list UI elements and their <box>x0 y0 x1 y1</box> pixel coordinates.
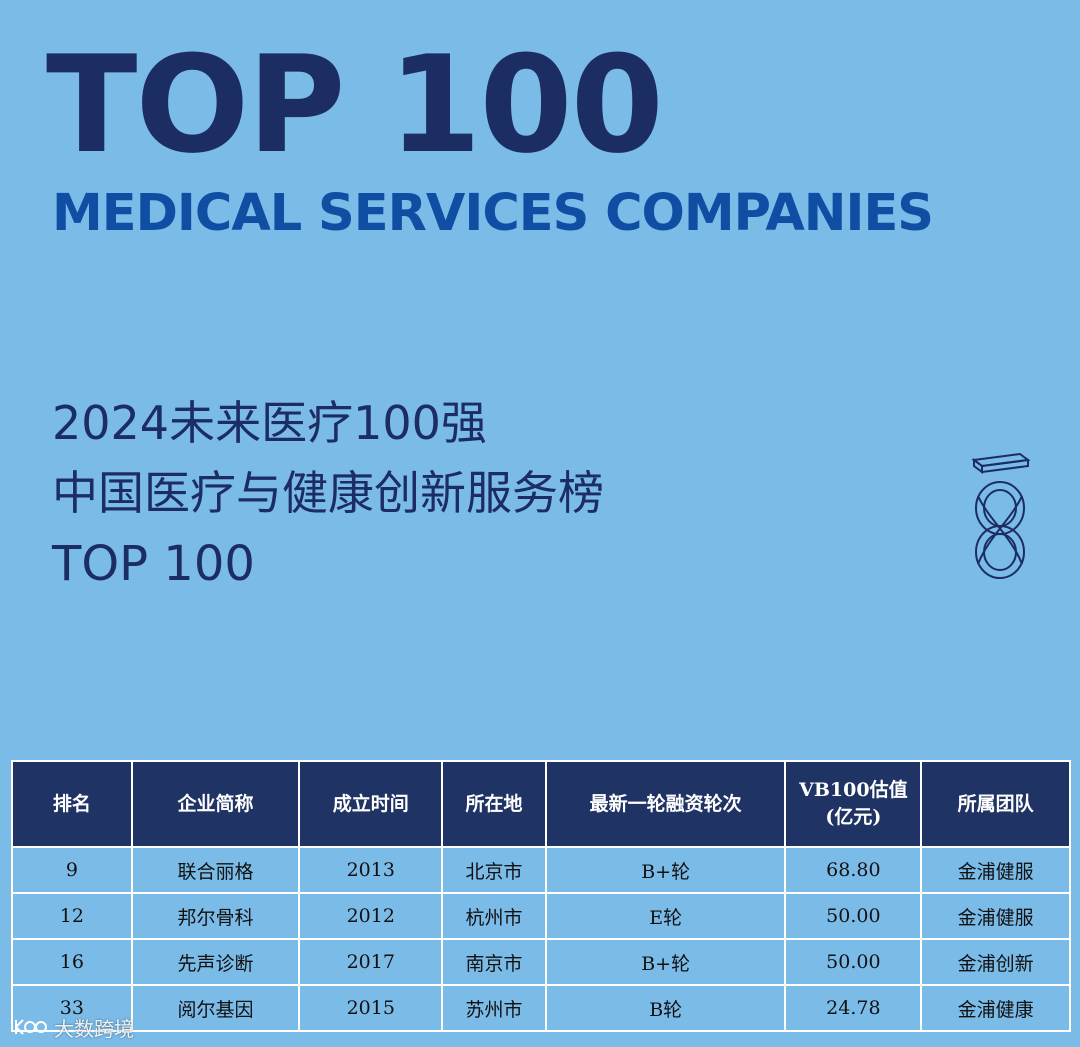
cell-valuation: 68.80 <box>784 846 923 894</box>
cell-founded: 2012 <box>298 892 444 940</box>
cell-city: 南京市 <box>441 938 547 986</box>
cell-team: 金浦创新 <box>920 938 1071 986</box>
cell-round: B+轮 <box>544 938 787 986</box>
valuation-header-unit: (亿元) <box>825 806 882 828</box>
cell-team: 金浦健服 <box>920 892 1071 940</box>
cell-round: E轮 <box>544 892 787 940</box>
cell-rank: 16 <box>11 938 133 986</box>
table-row: 33 阅尔基因 2015 苏州市 B轮 24.78 金浦健康 <box>11 984 1071 1032</box>
cell-valuation: 24.78 <box>784 984 923 1032</box>
cell-founded: 2017 <box>298 938 444 986</box>
column-header-founded: 成立时间 <box>298 760 444 848</box>
cell-city: 苏州市 <box>441 984 547 1032</box>
cell-name: 联合丽格 <box>130 846 301 894</box>
cell-founded: 2013 <box>298 846 444 894</box>
cell-name: 邦尔骨科 <box>130 892 301 940</box>
cell-valuation: 50.00 <box>784 892 923 940</box>
watermark: 大数跨境 <box>12 1012 152 1042</box>
cell-city: 杭州市 <box>441 892 547 940</box>
cell-rank: 12 <box>11 892 133 940</box>
cell-round: B+轮 <box>544 846 787 894</box>
table-row: 9 联合丽格 2013 北京市 B+轮 68.80 金浦健服 <box>11 846 1071 894</box>
cn-title-line3: TOP 100 <box>52 536 255 592</box>
cell-round: B轮 <box>544 984 787 1032</box>
ranking-table: 排名 企业简称 成立时间 所在地 最新一轮融资轮次 VB100估值 (亿元) 所… <box>11 760 1071 1032</box>
cell-rank: 9 <box>11 846 133 894</box>
column-header-name: 企业简称 <box>130 760 301 848</box>
cell-team: 金浦健康 <box>920 984 1071 1032</box>
cell-city: 北京市 <box>441 846 547 894</box>
table-header-row: 排名 企业简称 成立时间 所在地 最新一轮融资轮次 VB100估值 (亿元) 所… <box>11 760 1071 848</box>
column-header-rank: 排名 <box>11 760 133 848</box>
cell-name: 阅尔基因 <box>130 984 301 1032</box>
column-header-city: 所在地 <box>441 760 547 848</box>
headline-top100: TOP 100 <box>46 27 664 183</box>
brand-logo-icon <box>15 1019 47 1035</box>
column-header-round: 最新一轮融资轮次 <box>544 760 787 848</box>
cn-title-line1: 2024未来医疗100强 <box>52 396 487 450</box>
cell-valuation: 50.00 <box>784 938 923 986</box>
cell-founded: 2015 <box>298 984 444 1032</box>
cell-team: 金浦健服 <box>920 846 1071 894</box>
valuation-header-label: VB100估值 <box>799 779 908 802</box>
column-header-valuation: VB100估值 (亿元) <box>784 760 923 848</box>
cn-title-line2: 中国医疗与健康创新服务榜 <box>52 466 604 520</box>
cell-rank: 33 <box>11 984 133 1032</box>
infinity-eight-logo-icon <box>971 452 1031 579</box>
table-row: 16 先声诊断 2017 南京市 B+轮 50.00 金浦创新 <box>11 938 1071 986</box>
watermark-text: 大数跨境 <box>54 1016 134 1041</box>
column-header-team: 所属团队 <box>920 760 1071 848</box>
table-row: 12 邦尔骨科 2012 杭州市 E轮 50.00 金浦健服 <box>11 892 1071 940</box>
cell-name: 先声诊断 <box>130 938 301 986</box>
headline-subtitle: MEDICAL SERVICES COMPANIES <box>52 184 934 243</box>
